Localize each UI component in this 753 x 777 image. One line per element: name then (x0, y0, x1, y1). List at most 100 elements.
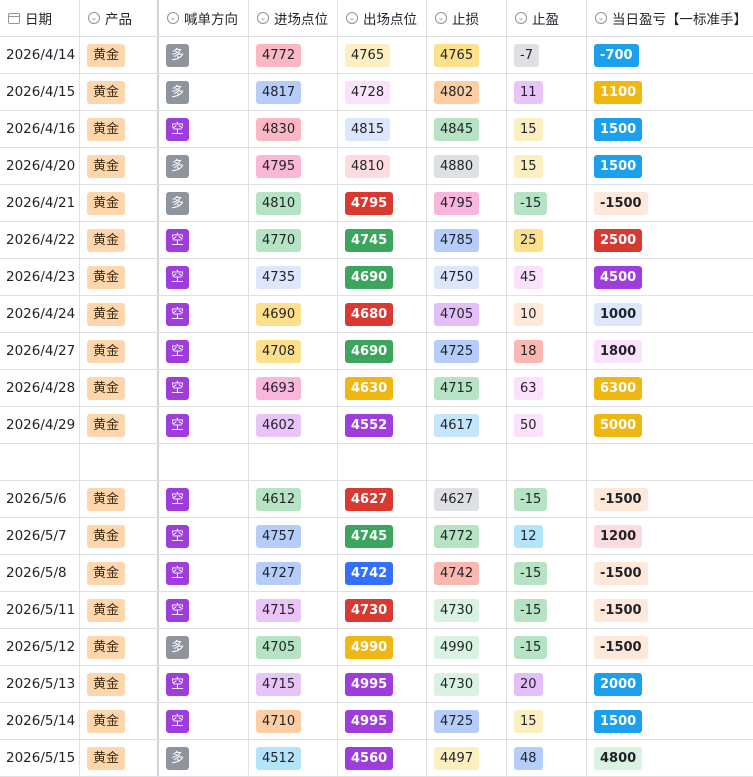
take-profit-cell[interactable]: 15 (507, 148, 587, 184)
direction-cell[interactable]: 多 (159, 185, 249, 221)
stop-loss-cell[interactable]: 4705 (427, 296, 507, 332)
direction-cell[interactable]: 多 (159, 37, 249, 73)
stop-loss-cell[interactable]: 4795 (427, 185, 507, 221)
date-cell[interactable]: 2026/5/13 (0, 666, 80, 702)
take-profit-cell[interactable]: 18 (507, 333, 587, 369)
entry-cell[interactable]: 4817 (249, 74, 338, 110)
stop-loss-cell[interactable]: 4765 (427, 37, 507, 73)
stop-loss-cell[interactable]: 4627 (427, 481, 507, 517)
table-row[interactable]: 2026/4/16 黄金 空 4830 4815 4845 15 1500 (0, 111, 753, 148)
entry-cell[interactable]: 4512 (249, 740, 338, 776)
date-cell[interactable]: 2026/5/14 (0, 703, 80, 739)
table-row[interactable]: 2026/5/12 黄金 多 4705 4990 4990 -15 -1500 (0, 629, 753, 666)
product-cell[interactable]: 黄金 (80, 370, 159, 406)
exit-cell[interactable]: 4995 (338, 703, 427, 739)
daily-pnl-cell[interactable]: -1500 (587, 185, 753, 221)
column-header-0[interactable]: 日期 (0, 0, 80, 36)
exit-cell[interactable]: 4690 (338, 259, 427, 295)
date-cell[interactable]: 2026/5/11 (0, 592, 80, 628)
daily-pnl-cell[interactable]: -1500 (587, 592, 753, 628)
stop-loss-cell[interactable]: 4990 (427, 629, 507, 665)
product-cell[interactable]: 黄金 (80, 74, 159, 110)
daily-pnl-cell[interactable]: 1200 (587, 518, 753, 554)
daily-pnl-cell[interactable]: 2000 (587, 666, 753, 702)
product-cell[interactable]: 黄金 (80, 703, 159, 739)
direction-cell[interactable]: 空 (159, 555, 249, 591)
exit-cell[interactable]: 4742 (338, 555, 427, 591)
direction-cell[interactable]: 多 (159, 740, 249, 776)
direction-cell[interactable]: 空 (159, 481, 249, 517)
date-cell[interactable]: 2026/5/7 (0, 518, 80, 554)
daily-pnl-cell[interactable]: 1500 (587, 148, 753, 184)
table-row[interactable]: 2026/4/14 黄金 多 4772 4765 4765 -7 -700 (0, 37, 753, 74)
product-cell[interactable]: 黄金 (80, 259, 159, 295)
product-cell[interactable]: 黄金 (80, 37, 159, 73)
take-profit-cell[interactable]: -7 (507, 37, 587, 73)
take-profit-cell[interactable]: 11 (507, 74, 587, 110)
daily-pnl-cell[interactable]: -700 (587, 37, 753, 73)
take-profit-cell[interactable]: 48 (507, 740, 587, 776)
take-profit-cell[interactable]: -15 (507, 629, 587, 665)
product-cell[interactable]: 黄金 (80, 518, 159, 554)
take-profit-cell[interactable]: 15 (507, 111, 587, 147)
direction-cell[interactable]: 空 (159, 222, 249, 258)
date-cell[interactable]: 2026/4/20 (0, 148, 80, 184)
direction-cell[interactable]: 多 (159, 74, 249, 110)
daily-pnl-cell[interactable]: 1100 (587, 74, 753, 110)
table-row[interactable]: 2026/4/27 黄金 空 4708 4690 4725 18 1800 (0, 333, 753, 370)
daily-pnl-cell[interactable]: 6300 (587, 370, 753, 406)
daily-pnl-cell[interactable]: 1500 (587, 111, 753, 147)
exit-cell[interactable]: 4627 (338, 481, 427, 517)
column-header-7[interactable]: ⌄ 当日盈亏【一标准手】 (587, 0, 753, 36)
table-row[interactable]: 2026/4/23 黄金 空 4735 4690 4750 45 4500 (0, 259, 753, 296)
take-profit-cell[interactable]: 63 (507, 370, 587, 406)
exit-cell[interactable]: 4680 (338, 296, 427, 332)
stop-loss-cell[interactable]: 4845 (427, 111, 507, 147)
daily-pnl-cell[interactable]: -1500 (587, 629, 753, 665)
date-cell[interactable]: 2026/4/22 (0, 222, 80, 258)
empty-row[interactable] (0, 444, 753, 481)
direction-cell[interactable]: 空 (159, 666, 249, 702)
product-cell[interactable]: 黄金 (80, 407, 159, 443)
entry-cell[interactable]: 4795 (249, 148, 338, 184)
entry-cell[interactable]: 4830 (249, 111, 338, 147)
direction-cell[interactable]: 空 (159, 259, 249, 295)
date-cell[interactable]: 2026/4/29 (0, 407, 80, 443)
product-cell[interactable]: 黄金 (80, 666, 159, 702)
daily-pnl-cell[interactable]: 4800 (587, 740, 753, 776)
exit-cell[interactable]: 4560 (338, 740, 427, 776)
take-profit-cell[interactable]: 12 (507, 518, 587, 554)
take-profit-cell[interactable]: -15 (507, 185, 587, 221)
direction-cell[interactable]: 空 (159, 703, 249, 739)
column-header-1[interactable]: ⌄ 产品 (80, 0, 159, 36)
direction-cell[interactable]: 空 (159, 111, 249, 147)
take-profit-cell[interactable]: 45 (507, 259, 587, 295)
table-row[interactable]: 2026/4/22 黄金 空 4770 4745 4785 25 2500 (0, 222, 753, 259)
daily-pnl-cell[interactable]: 2500 (587, 222, 753, 258)
table-row[interactable]: 2026/5/15 黄金 多 4512 4560 4497 48 4800 (0, 740, 753, 777)
take-profit-cell[interactable]: -15 (507, 555, 587, 591)
product-cell[interactable]: 黄金 (80, 222, 159, 258)
direction-cell[interactable]: 多 (159, 148, 249, 184)
entry-cell[interactable]: 4727 (249, 555, 338, 591)
entry-cell[interactable]: 4612 (249, 481, 338, 517)
exit-cell[interactable]: 4765 (338, 37, 427, 73)
exit-cell[interactable]: 4990 (338, 629, 427, 665)
table-row[interactable]: 2026/5/13 黄金 空 4715 4995 4730 20 2000 (0, 666, 753, 703)
exit-cell[interactable]: 4728 (338, 74, 427, 110)
stop-loss-cell[interactable]: 4725 (427, 703, 507, 739)
product-cell[interactable]: 黄金 (80, 148, 159, 184)
date-cell[interactable]: 2026/4/27 (0, 333, 80, 369)
stop-loss-cell[interactable]: 4715 (427, 370, 507, 406)
take-profit-cell[interactable]: 20 (507, 666, 587, 702)
take-profit-cell[interactable]: 25 (507, 222, 587, 258)
date-cell[interactable]: 2026/4/14 (0, 37, 80, 73)
entry-cell[interactable]: 4705 (249, 629, 338, 665)
direction-cell[interactable]: 空 (159, 296, 249, 332)
product-cell[interactable]: 黄金 (80, 333, 159, 369)
date-cell[interactable]: 2026/5/12 (0, 629, 80, 665)
date-cell[interactable]: 2026/4/28 (0, 370, 80, 406)
entry-cell[interactable]: 4772 (249, 37, 338, 73)
stop-loss-cell[interactable]: 4880 (427, 148, 507, 184)
daily-pnl-cell[interactable]: 1000 (587, 296, 753, 332)
